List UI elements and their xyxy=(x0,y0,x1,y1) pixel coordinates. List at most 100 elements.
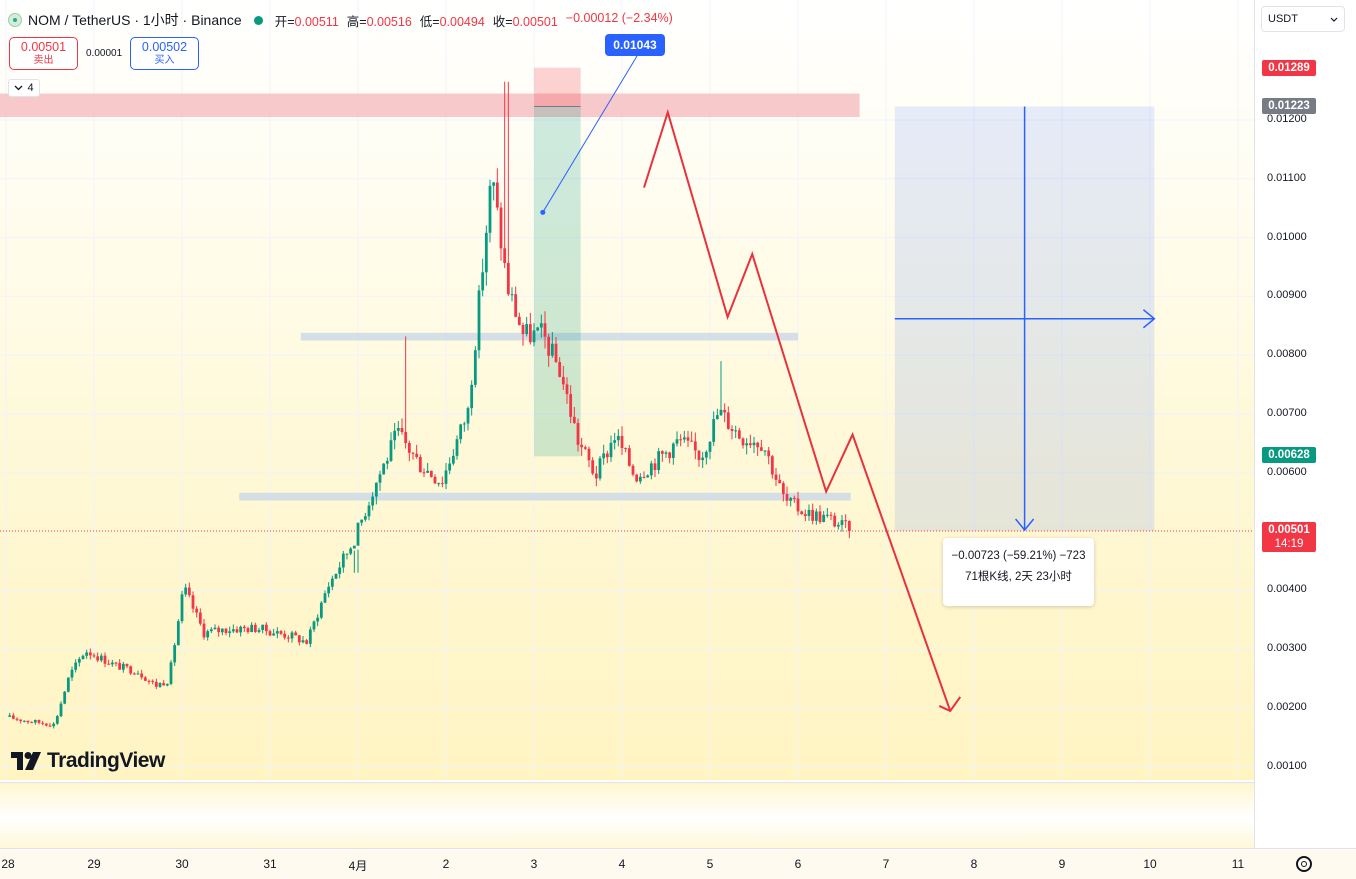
candle-body xyxy=(664,452,668,454)
candle-body xyxy=(440,483,444,485)
candle-body xyxy=(367,505,371,517)
candle-body xyxy=(734,430,738,432)
candle-body xyxy=(235,629,239,633)
time-axis[interactable] xyxy=(0,848,1356,879)
candle-body xyxy=(807,509,811,516)
buy-button[interactable]: 0.00502 买入 xyxy=(130,37,199,70)
time-tick-label: 28 xyxy=(1,857,15,871)
candle-body xyxy=(70,669,74,678)
price-tick-label: 0.01200 xyxy=(1267,113,1307,125)
candle-body xyxy=(165,683,169,686)
coin-logo-icon xyxy=(8,13,22,27)
candle-body xyxy=(444,470,448,484)
candle-body xyxy=(583,447,587,449)
high-label: 高= xyxy=(346,14,367,29)
spread-value: 0.00001 xyxy=(86,48,123,59)
candle-body xyxy=(730,429,734,432)
candle-body xyxy=(712,419,716,442)
candle-body xyxy=(59,703,63,717)
candle-body xyxy=(433,476,437,484)
candle-body xyxy=(510,294,514,296)
candle-body xyxy=(253,624,257,632)
candle-body xyxy=(561,376,565,385)
candle-body xyxy=(327,586,331,594)
candle-body xyxy=(756,442,760,448)
candle-body xyxy=(752,442,756,446)
candle-body xyxy=(404,432,408,443)
candle-body xyxy=(187,587,191,596)
price-callout[interactable]: 0.01043 xyxy=(605,34,665,56)
candle-body xyxy=(605,453,609,458)
candle-body xyxy=(250,624,254,633)
callout-connector-line xyxy=(542,55,638,213)
candle-body xyxy=(492,182,496,186)
candle-body xyxy=(488,185,492,233)
candle-body xyxy=(631,465,635,475)
candle-body xyxy=(723,409,727,413)
candle-body xyxy=(679,439,683,441)
sell-button[interactable]: 0.00501 卖出 xyxy=(9,37,78,70)
candle-body xyxy=(796,498,800,512)
candle-body xyxy=(668,452,672,458)
time-tick-label: 11 xyxy=(1231,857,1245,871)
candle-body xyxy=(745,443,749,446)
price-axis[interactable] xyxy=(1254,0,1356,848)
candle-body xyxy=(26,720,30,723)
candle-body xyxy=(778,479,782,484)
candle-body xyxy=(85,652,89,656)
candle-body xyxy=(246,628,250,633)
candle-body xyxy=(459,424,463,440)
candle-body xyxy=(107,663,111,665)
candle-body xyxy=(539,323,543,328)
candle-body xyxy=(774,474,778,480)
candle-body xyxy=(580,444,584,448)
candle-body xyxy=(789,498,793,501)
candle-body xyxy=(660,451,664,454)
candle-body xyxy=(297,635,301,643)
measure-arrow-head-icon xyxy=(1015,518,1035,532)
currency-select[interactable]: USDT xyxy=(1261,6,1345,32)
candle-body xyxy=(308,629,312,644)
symbol-header: NOM / TetherUS · 1小时 · Binance 开=0.00511… xyxy=(8,10,673,30)
candle-body xyxy=(517,316,521,326)
indicators-toggle-button[interactable]: 4 xyxy=(8,79,40,97)
candle-body xyxy=(19,719,23,721)
candle-body xyxy=(169,662,173,684)
candle-body xyxy=(206,631,210,638)
candle-body xyxy=(283,633,287,638)
candle-body xyxy=(154,681,158,687)
time-tick-label: 9 xyxy=(1058,857,1066,871)
candle-body xyxy=(272,633,276,636)
price-tick-label: 0.00400 xyxy=(1267,583,1307,596)
candle-body xyxy=(195,608,199,613)
candle-body xyxy=(484,232,488,273)
candle-body xyxy=(129,666,133,674)
candle-body xyxy=(184,587,188,595)
candle-body xyxy=(620,435,624,449)
chart-settings-icon[interactable] xyxy=(1296,856,1312,872)
candle-body xyxy=(697,450,701,461)
price-tick-label: 0.00800 xyxy=(1267,348,1307,361)
symbol-title[interactable]: NOM / TetherUS · 1小时 · Binance xyxy=(28,12,242,28)
candle-body xyxy=(426,470,430,473)
time-tick-label: 30 xyxy=(175,857,189,871)
candle-body xyxy=(121,663,125,670)
candle-body xyxy=(800,511,804,515)
measure-duration: 71根K线, 2天 23小时 xyxy=(965,571,1072,583)
tradingview-logo[interactable]: TradingView xyxy=(11,749,165,773)
price-tick-label: 0.01000 xyxy=(1267,230,1307,243)
candle-body xyxy=(99,655,103,661)
candle-body xyxy=(829,514,833,516)
candle-body xyxy=(429,470,433,477)
candle-body xyxy=(323,593,327,603)
candle-body xyxy=(286,637,290,639)
sell-price: 0.00501 xyxy=(20,40,67,54)
candle-body xyxy=(74,662,78,670)
indicator-count: 4 xyxy=(27,82,34,94)
chart-plot-area[interactable] xyxy=(0,0,1254,780)
candle-body xyxy=(110,662,114,665)
price-tick-label: 0.01100 xyxy=(1267,171,1306,184)
candle-body xyxy=(305,640,309,644)
candle-body xyxy=(176,621,180,646)
currency-value: USDT xyxy=(1268,13,1298,25)
